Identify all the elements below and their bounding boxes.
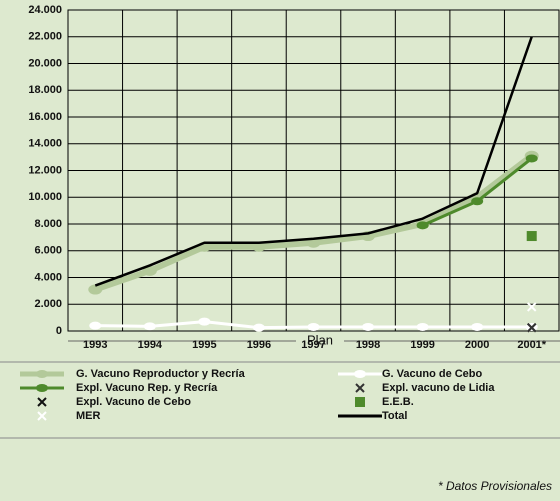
legend-marker — [354, 370, 366, 378]
x-tick-label: 2000 — [465, 339, 489, 351]
x-tick-label: 1998 — [356, 339, 380, 351]
y-tick-label: 0 — [56, 325, 62, 337]
x-tick-label: 1997 — [301, 339, 325, 351]
y-tick-label: 18.000 — [28, 84, 62, 96]
point-marker — [306, 237, 321, 248]
y-tick-label: 4.000 — [34, 271, 62, 283]
point-marker — [251, 241, 266, 252]
point-marker — [252, 323, 265, 332]
point-marker — [198, 317, 211, 326]
footnote: * Datos Provisionales — [438, 479, 552, 493]
point-marker — [471, 197, 484, 206]
point-marker — [362, 322, 375, 331]
legend-marker — [36, 370, 48, 378]
point-marker — [89, 321, 102, 330]
point-marker — [88, 284, 103, 295]
legend-marker — [36, 384, 48, 392]
point-marker — [527, 322, 537, 333]
legend-marker — [355, 397, 365, 407]
point-marker — [307, 322, 320, 331]
y-tick-label: 16.000 — [28, 111, 62, 123]
y-tick-label: 22.000 — [28, 31, 62, 43]
point-marker — [527, 302, 537, 312]
point-marker — [416, 322, 429, 331]
x-axis-label: Plan — [307, 332, 333, 347]
point-marker — [416, 221, 429, 230]
legend-label: Expl. Vacuno Rep. y Recría — [76, 382, 218, 394]
legend-marker — [355, 383, 365, 393]
legend-label: G. Vacuno de Cebo — [382, 368, 483, 380]
x-tick-label: 1994 — [138, 339, 163, 351]
x-tick-label: 2001* — [517, 339, 546, 351]
legend-label: G. Vacuno Reproductor y Recría — [76, 368, 246, 380]
point-marker — [471, 322, 484, 331]
y-tick-label: 10.000 — [28, 191, 62, 203]
y-tick-label: 14.000 — [28, 138, 62, 150]
series-line — [94, 153, 534, 293]
legend-marker — [37, 397, 47, 407]
y-tick-label: 24.000 — [28, 4, 62, 16]
point-marker — [526, 231, 537, 242]
y-tick-label: 8.000 — [34, 218, 62, 230]
x-tick-label: 1993 — [83, 339, 107, 351]
legend-label: MER — [76, 410, 101, 422]
x-tick-label: 1995 — [192, 339, 216, 351]
y-tick-label: 20.000 — [28, 57, 62, 69]
point-marker — [525, 154, 538, 163]
y-tick-label: 6.000 — [34, 245, 62, 257]
point-marker — [143, 322, 156, 331]
x-tick-label: 1999 — [410, 339, 434, 351]
series-line — [94, 36, 533, 287]
x-tick-label: 1996 — [247, 339, 271, 351]
legend-label: Expl. Vacuno de Cebo — [76, 396, 191, 408]
legend-label: Expl. vacuno de Lidia — [382, 382, 495, 394]
y-tick-label: 2.000 — [34, 298, 62, 310]
point-marker — [142, 265, 157, 276]
legend-label: E.E.B. — [382, 396, 414, 408]
y-tick-label: 12.000 — [28, 164, 62, 176]
legend-marker — [37, 411, 47, 421]
legend-label: Total — [382, 410, 407, 422]
